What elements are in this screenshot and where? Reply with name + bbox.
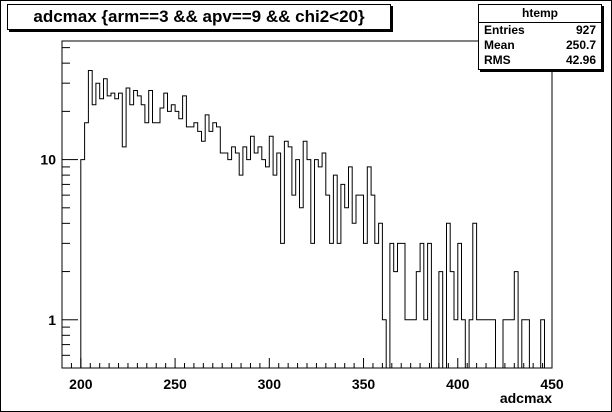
stats-value: 927 xyxy=(575,23,596,37)
stats-row-rms: RMS 42.96 xyxy=(479,53,601,68)
y-tick-label: 10 xyxy=(40,152,56,168)
stats-label: RMS xyxy=(484,53,511,67)
histogram-series xyxy=(80,70,545,368)
x-axis-label: adcmax xyxy=(500,390,552,406)
x-tick-label: 250 xyxy=(163,376,187,392)
x-tick-label: 300 xyxy=(258,376,282,392)
stats-label: Entries xyxy=(484,23,525,37)
x-tick-label: 350 xyxy=(352,376,376,392)
stats-value: 42.96 xyxy=(565,53,596,67)
stats-row-entries: Entries 927 xyxy=(479,23,601,38)
x-tick-label: 200 xyxy=(69,376,93,392)
chart-title: adcmax {arm==3 && apv==9 && chi2<20} xyxy=(7,4,391,30)
chart-title-text: adcmax {arm==3 && apv==9 && chi2<20} xyxy=(33,7,365,26)
x-tick-label: 450 xyxy=(540,376,564,392)
stats-box-title: htemp xyxy=(479,5,601,23)
stats-row-mean: Mean 250.7 xyxy=(479,38,601,53)
stats-box: htemp Entries 927 Mean 250.7 RMS 42.96 xyxy=(478,4,602,70)
stats-value: 250.7 xyxy=(565,38,596,52)
x-tick-label: 400 xyxy=(446,376,470,392)
y-tick-label: 1 xyxy=(48,312,56,328)
stats-label: Mean xyxy=(484,38,515,52)
